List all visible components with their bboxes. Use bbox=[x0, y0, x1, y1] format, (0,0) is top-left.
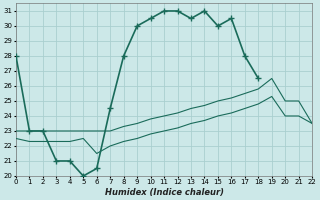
X-axis label: Humidex (Indice chaleur): Humidex (Indice chaleur) bbox=[105, 188, 224, 197]
